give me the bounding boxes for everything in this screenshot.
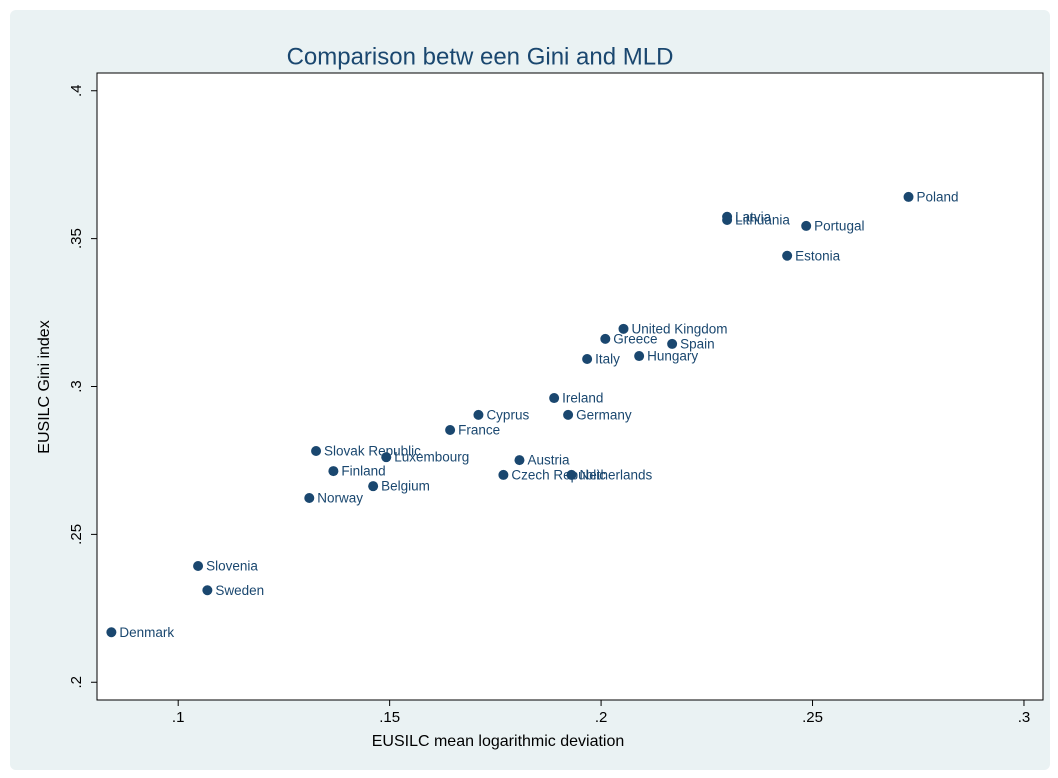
x-tick-label: .15 [379, 709, 400, 726]
point-label: Italy [595, 352, 620, 367]
point-label: Spain [680, 336, 715, 351]
point-label: Netherlands [579, 467, 652, 482]
point [634, 351, 645, 362]
point [618, 323, 629, 334]
point [498, 469, 509, 480]
point-label: Ireland [562, 391, 603, 406]
point [903, 191, 914, 202]
point [304, 492, 315, 503]
y-tick-label: .25 [68, 524, 85, 545]
point [193, 561, 204, 572]
chart-title: Comparison betw een Gini and MLD [287, 43, 674, 70]
point [566, 469, 577, 480]
point-label: Estonia [795, 248, 841, 263]
point-label: Austria [527, 453, 570, 468]
point-label: Norway [317, 491, 363, 506]
y-tick-label: .35 [68, 228, 85, 249]
point [311, 445, 322, 456]
point-label: Slovak Republic [324, 444, 421, 459]
plot-region [96, 72, 1044, 701]
point [514, 455, 525, 466]
point [202, 585, 213, 596]
point-label: Slovenia [206, 559, 258, 574]
point [328, 466, 339, 477]
x-tick-label: .2 [595, 709, 608, 726]
y-tick-label: .3 [68, 380, 85, 393]
point-label: Czech Republic [511, 467, 606, 482]
point-label: Latvia [735, 209, 772, 224]
point [445, 424, 456, 435]
point-label: Hungary [647, 349, 698, 364]
point-label: United Kingdom [631, 321, 727, 336]
y-tick-label: .4 [68, 84, 85, 97]
point-label: Greece [613, 331, 657, 346]
y-tick-label: .2 [68, 676, 85, 689]
point-label: Denmark [119, 625, 174, 640]
point [722, 214, 733, 225]
point-label: Cyprus [486, 407, 529, 422]
point-label: Lithuania [735, 213, 790, 228]
point-label: Germany [576, 407, 632, 422]
point [368, 481, 379, 492]
point [801, 220, 812, 231]
point [582, 353, 593, 364]
point [563, 409, 574, 420]
point-label: France [458, 423, 500, 438]
point [473, 409, 484, 420]
point-label: Luxembourg [394, 450, 469, 465]
point-label: Belgium [381, 479, 430, 494]
x-tick-label: .25 [802, 709, 823, 726]
y-axis-title: EUSILC Gini index [36, 320, 53, 453]
point-label: Portugal [814, 218, 864, 233]
point [549, 393, 560, 404]
point [667, 338, 678, 349]
point [381, 452, 392, 463]
x-tick-label: .3 [1018, 709, 1031, 726]
x-axis-title: EUSILC mean logarithmic deviation [372, 733, 625, 750]
point [106, 627, 117, 638]
x-tick-label: .1 [172, 709, 185, 726]
point-label: Sweden [215, 583, 264, 598]
point-label: Poland [917, 189, 959, 204]
point [600, 333, 611, 344]
point-label: Finland [341, 464, 385, 479]
point [782, 250, 793, 261]
